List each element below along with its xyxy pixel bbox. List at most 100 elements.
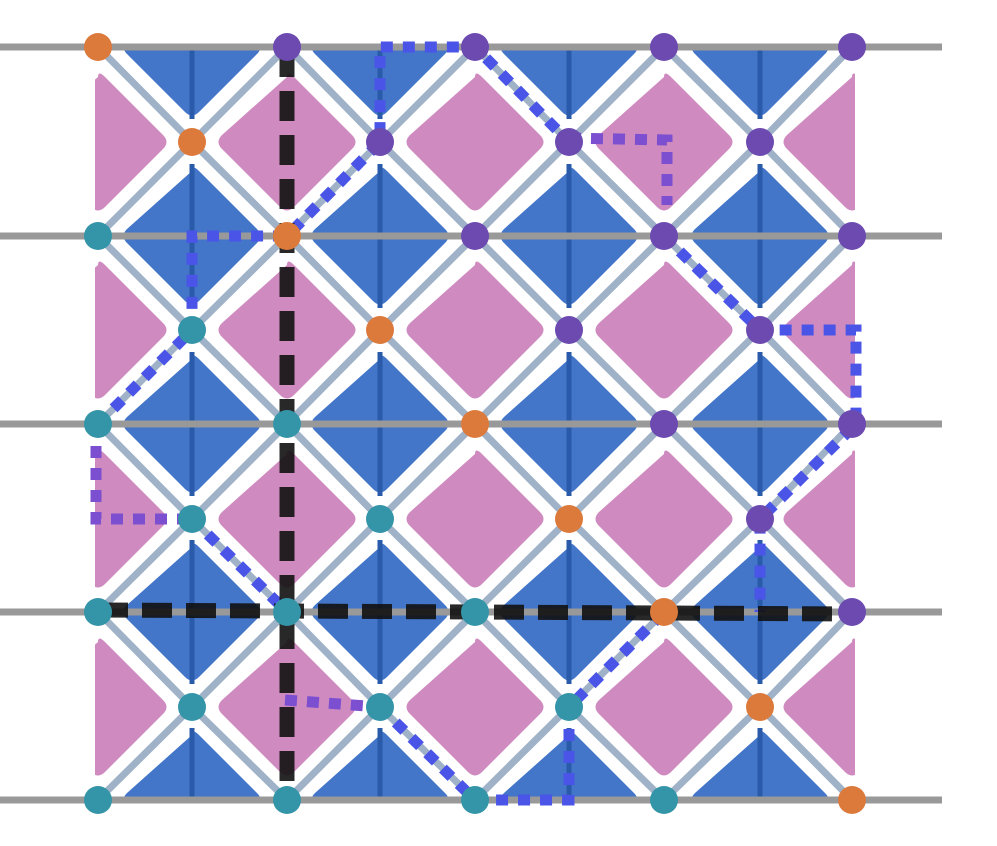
pink-tile (406, 261, 544, 399)
bond (377, 139, 478, 239)
node (555, 128, 583, 156)
bond (566, 327, 667, 427)
node (178, 316, 206, 344)
bond (757, 139, 855, 239)
purple-path (90, 424, 192, 525)
blue-path (660, 232, 862, 612)
node (273, 598, 301, 626)
bond (566, 516, 667, 615)
pink-tile (95, 261, 167, 399)
bond (189, 44, 290, 145)
bond (189, 233, 290, 333)
bond (284, 704, 383, 803)
bond (284, 139, 383, 239)
node (366, 128, 394, 156)
node (838, 410, 866, 438)
pink-tile (595, 450, 733, 588)
node (838, 33, 866, 61)
bond (189, 327, 290, 427)
node (461, 410, 489, 438)
bond (661, 139, 763, 239)
node (273, 33, 301, 61)
node (555, 505, 583, 533)
bond (284, 327, 383, 427)
bond (566, 233, 667, 333)
bond (757, 704, 855, 803)
bond (377, 44, 478, 145)
bond (377, 609, 478, 710)
node (84, 33, 112, 61)
bond (757, 609, 855, 710)
bond (757, 327, 855, 427)
bond (566, 704, 667, 803)
pink-tile (95, 638, 167, 776)
node (84, 786, 112, 814)
bond (472, 139, 572, 239)
bond (95, 609, 195, 710)
node (178, 128, 206, 156)
pink-tile (95, 450, 167, 588)
node (273, 222, 301, 250)
node (366, 505, 394, 533)
node (178, 693, 206, 721)
node (84, 598, 112, 626)
pink-tile (218, 450, 356, 588)
node (555, 316, 583, 344)
bond (377, 233, 478, 333)
bond (189, 139, 290, 239)
bond (189, 421, 290, 522)
bond (472, 516, 572, 615)
node (746, 693, 774, 721)
pink-tile (783, 450, 855, 588)
node (273, 786, 301, 814)
bond (757, 44, 855, 145)
pink-tile (406, 73, 544, 211)
node (461, 786, 489, 814)
node (461, 598, 489, 626)
bond (284, 44, 383, 145)
pink-tile (595, 261, 733, 399)
node (746, 505, 774, 533)
bond (661, 44, 763, 145)
pink-tile (95, 73, 167, 211)
bond (472, 421, 572, 522)
bond (757, 233, 855, 333)
pink-tile (406, 450, 544, 588)
bond (566, 421, 667, 522)
bond (377, 516, 478, 615)
node (746, 128, 774, 156)
node (178, 505, 206, 533)
bond (661, 327, 763, 427)
node (838, 598, 866, 626)
node (84, 410, 112, 438)
bond (189, 609, 290, 710)
bond (284, 421, 383, 522)
bond (661, 421, 763, 522)
pink-tile (406, 638, 544, 776)
bond (95, 421, 195, 522)
bond (95, 44, 195, 145)
bond (284, 233, 383, 333)
blue-path (188, 515, 291, 616)
bond (377, 327, 478, 427)
purple-path (284, 694, 381, 713)
node (746, 316, 774, 344)
node (366, 693, 394, 721)
node (461, 33, 489, 61)
pink-tile (783, 638, 855, 776)
bonds (93, 42, 858, 806)
bond (566, 609, 667, 710)
pink-tile (783, 73, 855, 211)
node (650, 410, 678, 438)
bond (661, 516, 763, 615)
node (461, 222, 489, 250)
bond (95, 516, 195, 615)
node (84, 222, 112, 250)
blue-path (376, 608, 668, 806)
bond (284, 516, 383, 615)
node (650, 33, 678, 61)
bond (189, 704, 290, 803)
bond (95, 704, 195, 803)
bond (472, 609, 572, 710)
